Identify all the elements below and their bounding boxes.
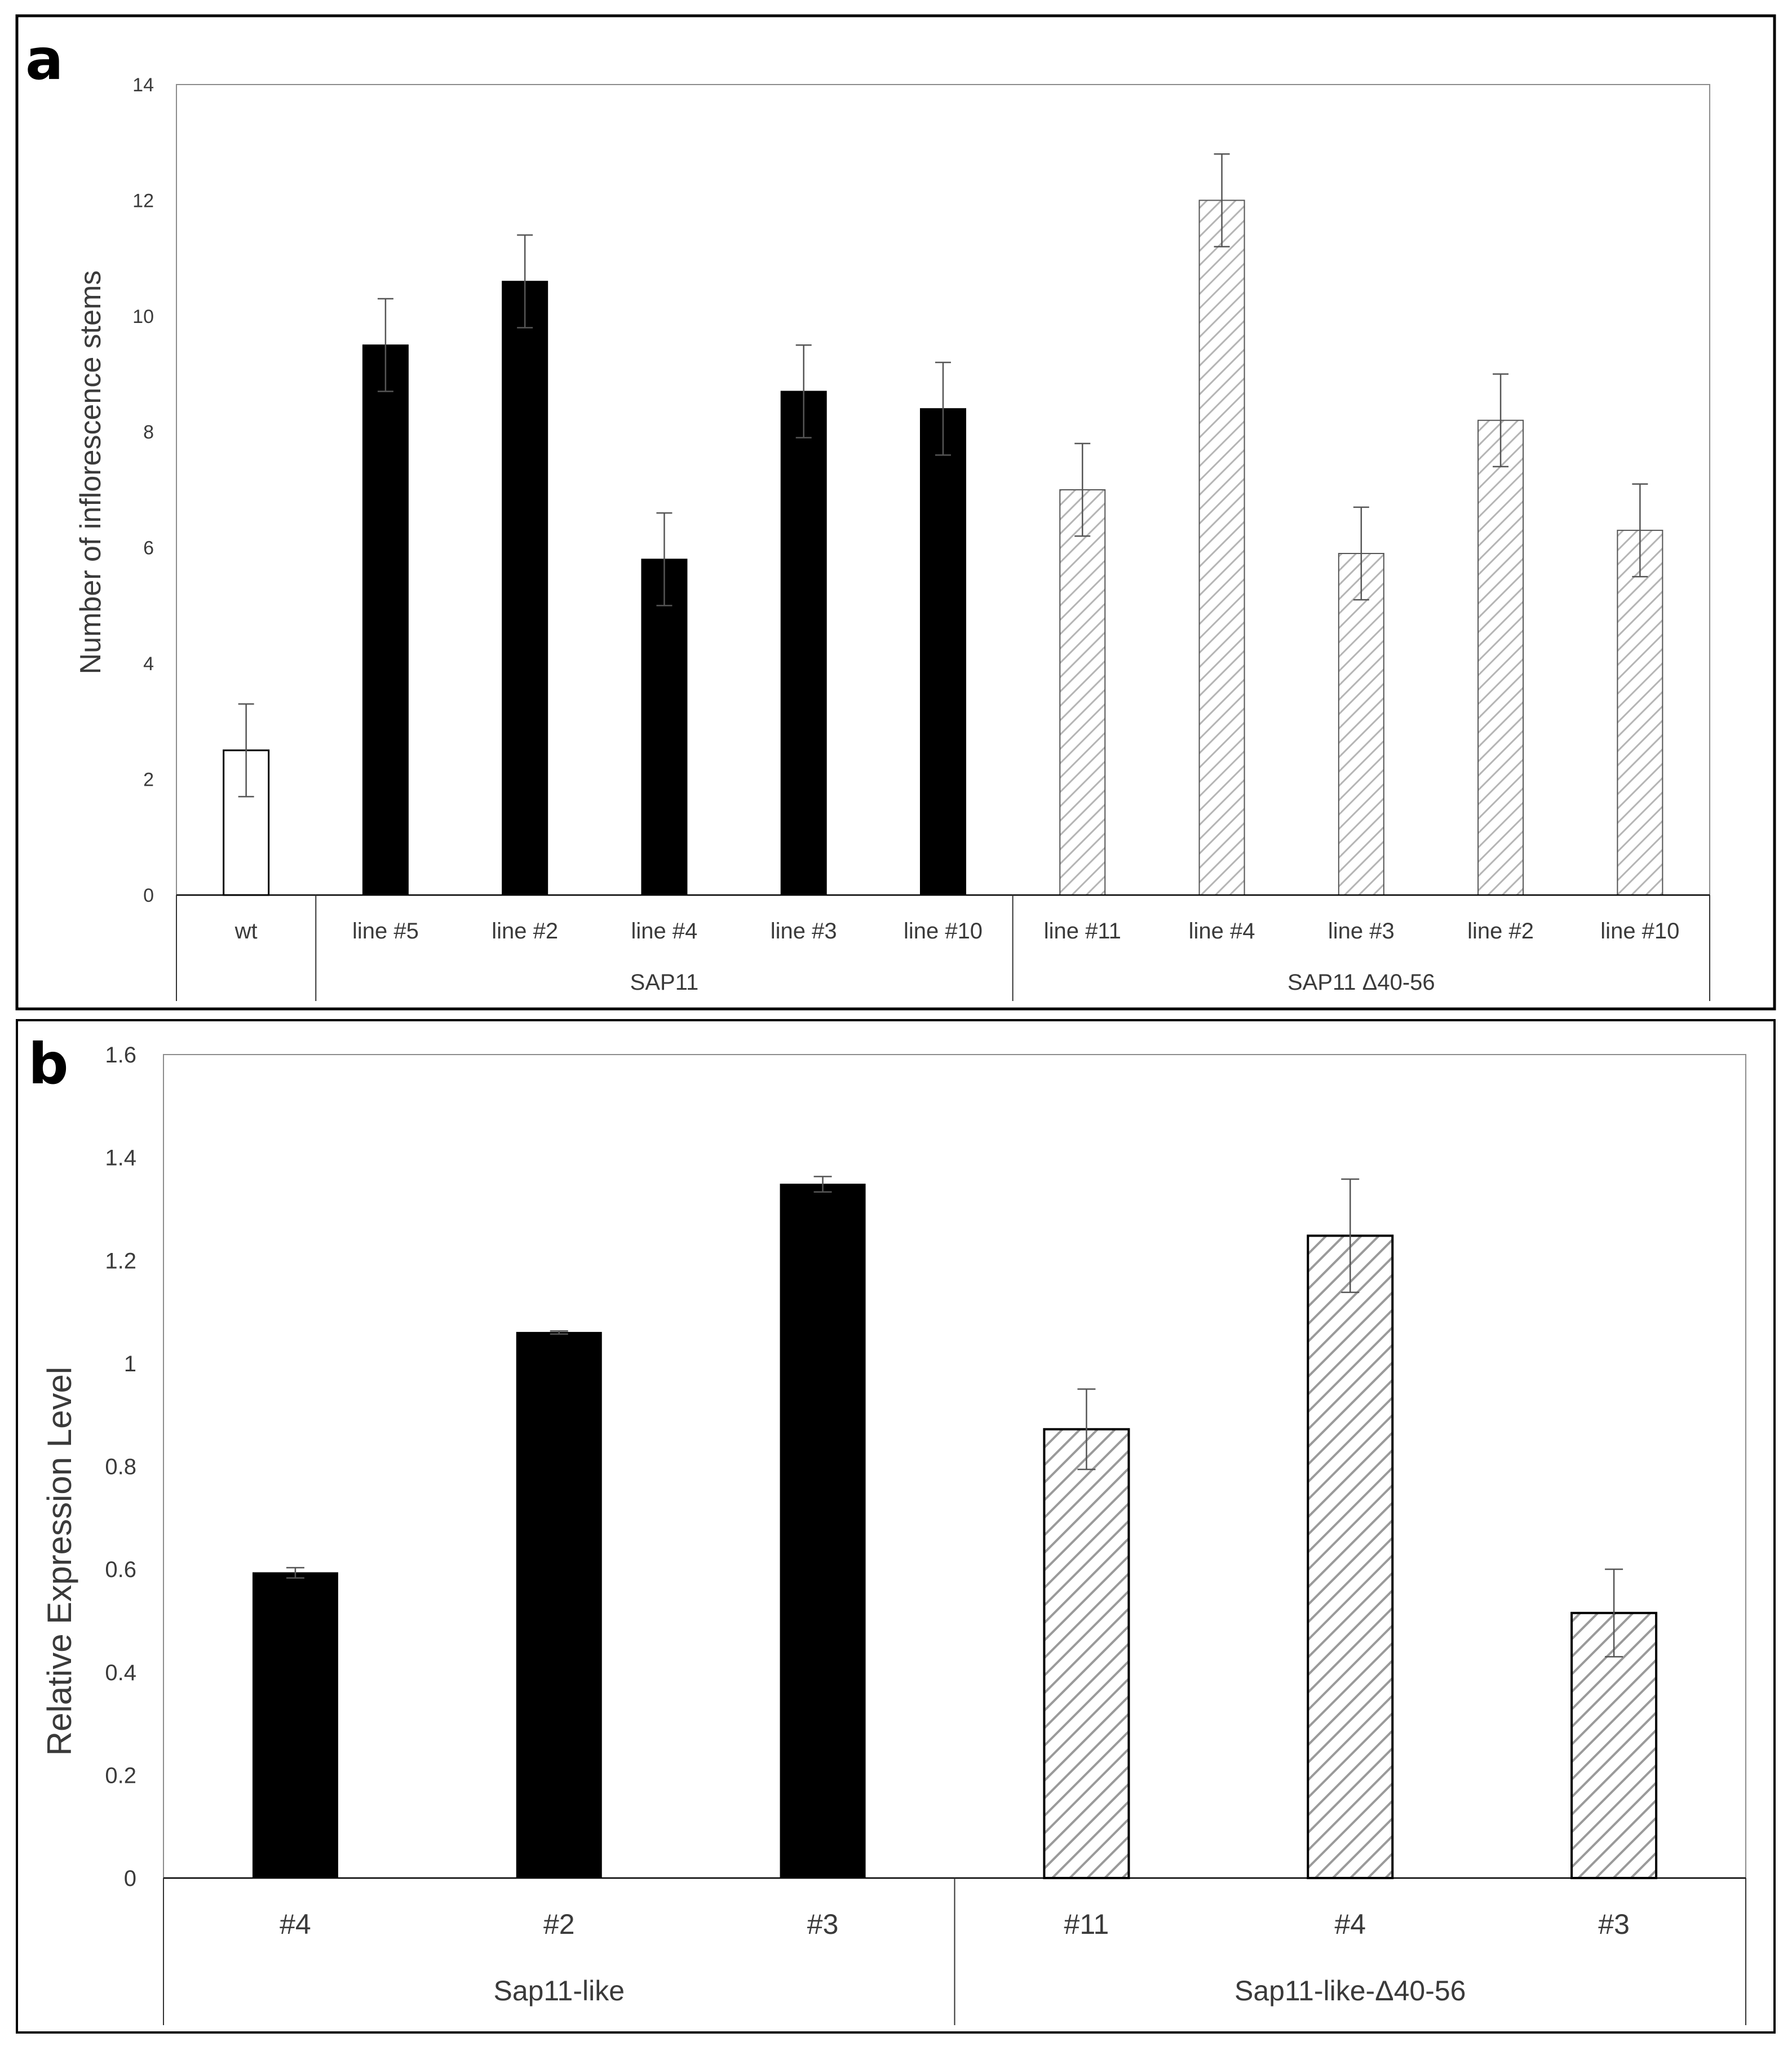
y-tick-label: 4 <box>143 653 154 675</box>
bar <box>1477 419 1524 896</box>
category-label: #3 <box>807 1908 839 1940</box>
bar <box>1198 200 1245 896</box>
y-tick-label: 10 <box>132 306 154 327</box>
plot-area <box>163 1054 1746 1879</box>
y-tick-label: 2 <box>143 769 154 790</box>
y-tick-label: 6 <box>143 538 154 559</box>
bar <box>516 1332 602 1879</box>
panel-b-y-axis-label: Relative Expression Level <box>41 1367 78 1756</box>
y-tick-label: 0.4 <box>105 1660 136 1685</box>
category-label: #4 <box>1334 1908 1366 1940</box>
category-label: #4 <box>280 1908 311 1940</box>
panel-a-label: a <box>25 26 63 92</box>
group-label: Sap11-like <box>493 1975 625 2007</box>
y-tick-label: 0.6 <box>105 1557 136 1582</box>
bar <box>641 559 688 896</box>
y-tick-label: 0 <box>124 1866 136 1891</box>
category-label: line #10 <box>904 919 983 944</box>
y-tick-label: 12 <box>132 190 154 211</box>
y-tick-label: 14 <box>132 74 154 96</box>
y-tick-label: 1.4 <box>105 1146 136 1171</box>
y-tick-label: 8 <box>143 422 154 443</box>
bar <box>780 1184 866 1879</box>
bar <box>252 1572 338 1879</box>
y-tick-label: 1.2 <box>105 1248 136 1273</box>
category-label: line #2 <box>1467 919 1534 944</box>
bar <box>1043 1428 1130 1879</box>
bar <box>1307 1234 1394 1879</box>
category-label: line #3 <box>1328 919 1395 944</box>
category-label: line #3 <box>771 919 837 944</box>
bar <box>780 391 827 896</box>
bar <box>362 344 409 896</box>
panel-b-plot: 0 0.2 0.4 0.6 0.8 1 1.2 1.4 1.6 #4 #2 #3 #11 #4 #3 Sap1… <box>105 1043 1746 2025</box>
category-label: line #2 <box>492 919 558 944</box>
category-label: #3 <box>1598 1908 1630 1940</box>
category-label: #2 <box>543 1908 575 1940</box>
y-tick-label: 1.6 <box>105 1043 136 1068</box>
panel-b-frame <box>16 1019 1776 2034</box>
bar <box>920 408 966 896</box>
bar <box>1059 489 1106 896</box>
group-label: Sap11-like-Δ40-56 <box>1235 1975 1466 2007</box>
bar <box>1617 529 1663 896</box>
y-tick-label: 0.8 <box>105 1455 136 1480</box>
category-label: line #4 <box>1189 919 1255 944</box>
y-tick-label: 0 <box>143 885 154 906</box>
category-label: line #4 <box>631 919 698 944</box>
group-label: SAP11 Δ40-56 <box>1287 970 1435 995</box>
bar <box>1338 552 1384 896</box>
bar <box>502 281 548 896</box>
panel-a-y-axis-label: Number of inflorescence stems <box>74 271 107 675</box>
group-label: SAP11 <box>630 970 699 995</box>
panel-b-label: b <box>28 1031 69 1097</box>
y-tick-label: 1 <box>124 1352 136 1376</box>
category-label: line #11 <box>1044 919 1121 944</box>
y-tick-label: 0.2 <box>105 1763 136 1788</box>
category-label: line #5 <box>352 919 419 944</box>
category-label: wt <box>234 919 258 944</box>
panel-a-plot: 0 2 4 6 8 10 12 14 wt line #5 line #2 line #4 line #… <box>132 74 1710 1001</box>
panel-a-frame <box>15 14 1776 1011</box>
category-label: line #10 <box>1600 919 1679 944</box>
category-label: #11 <box>1064 1908 1109 1940</box>
